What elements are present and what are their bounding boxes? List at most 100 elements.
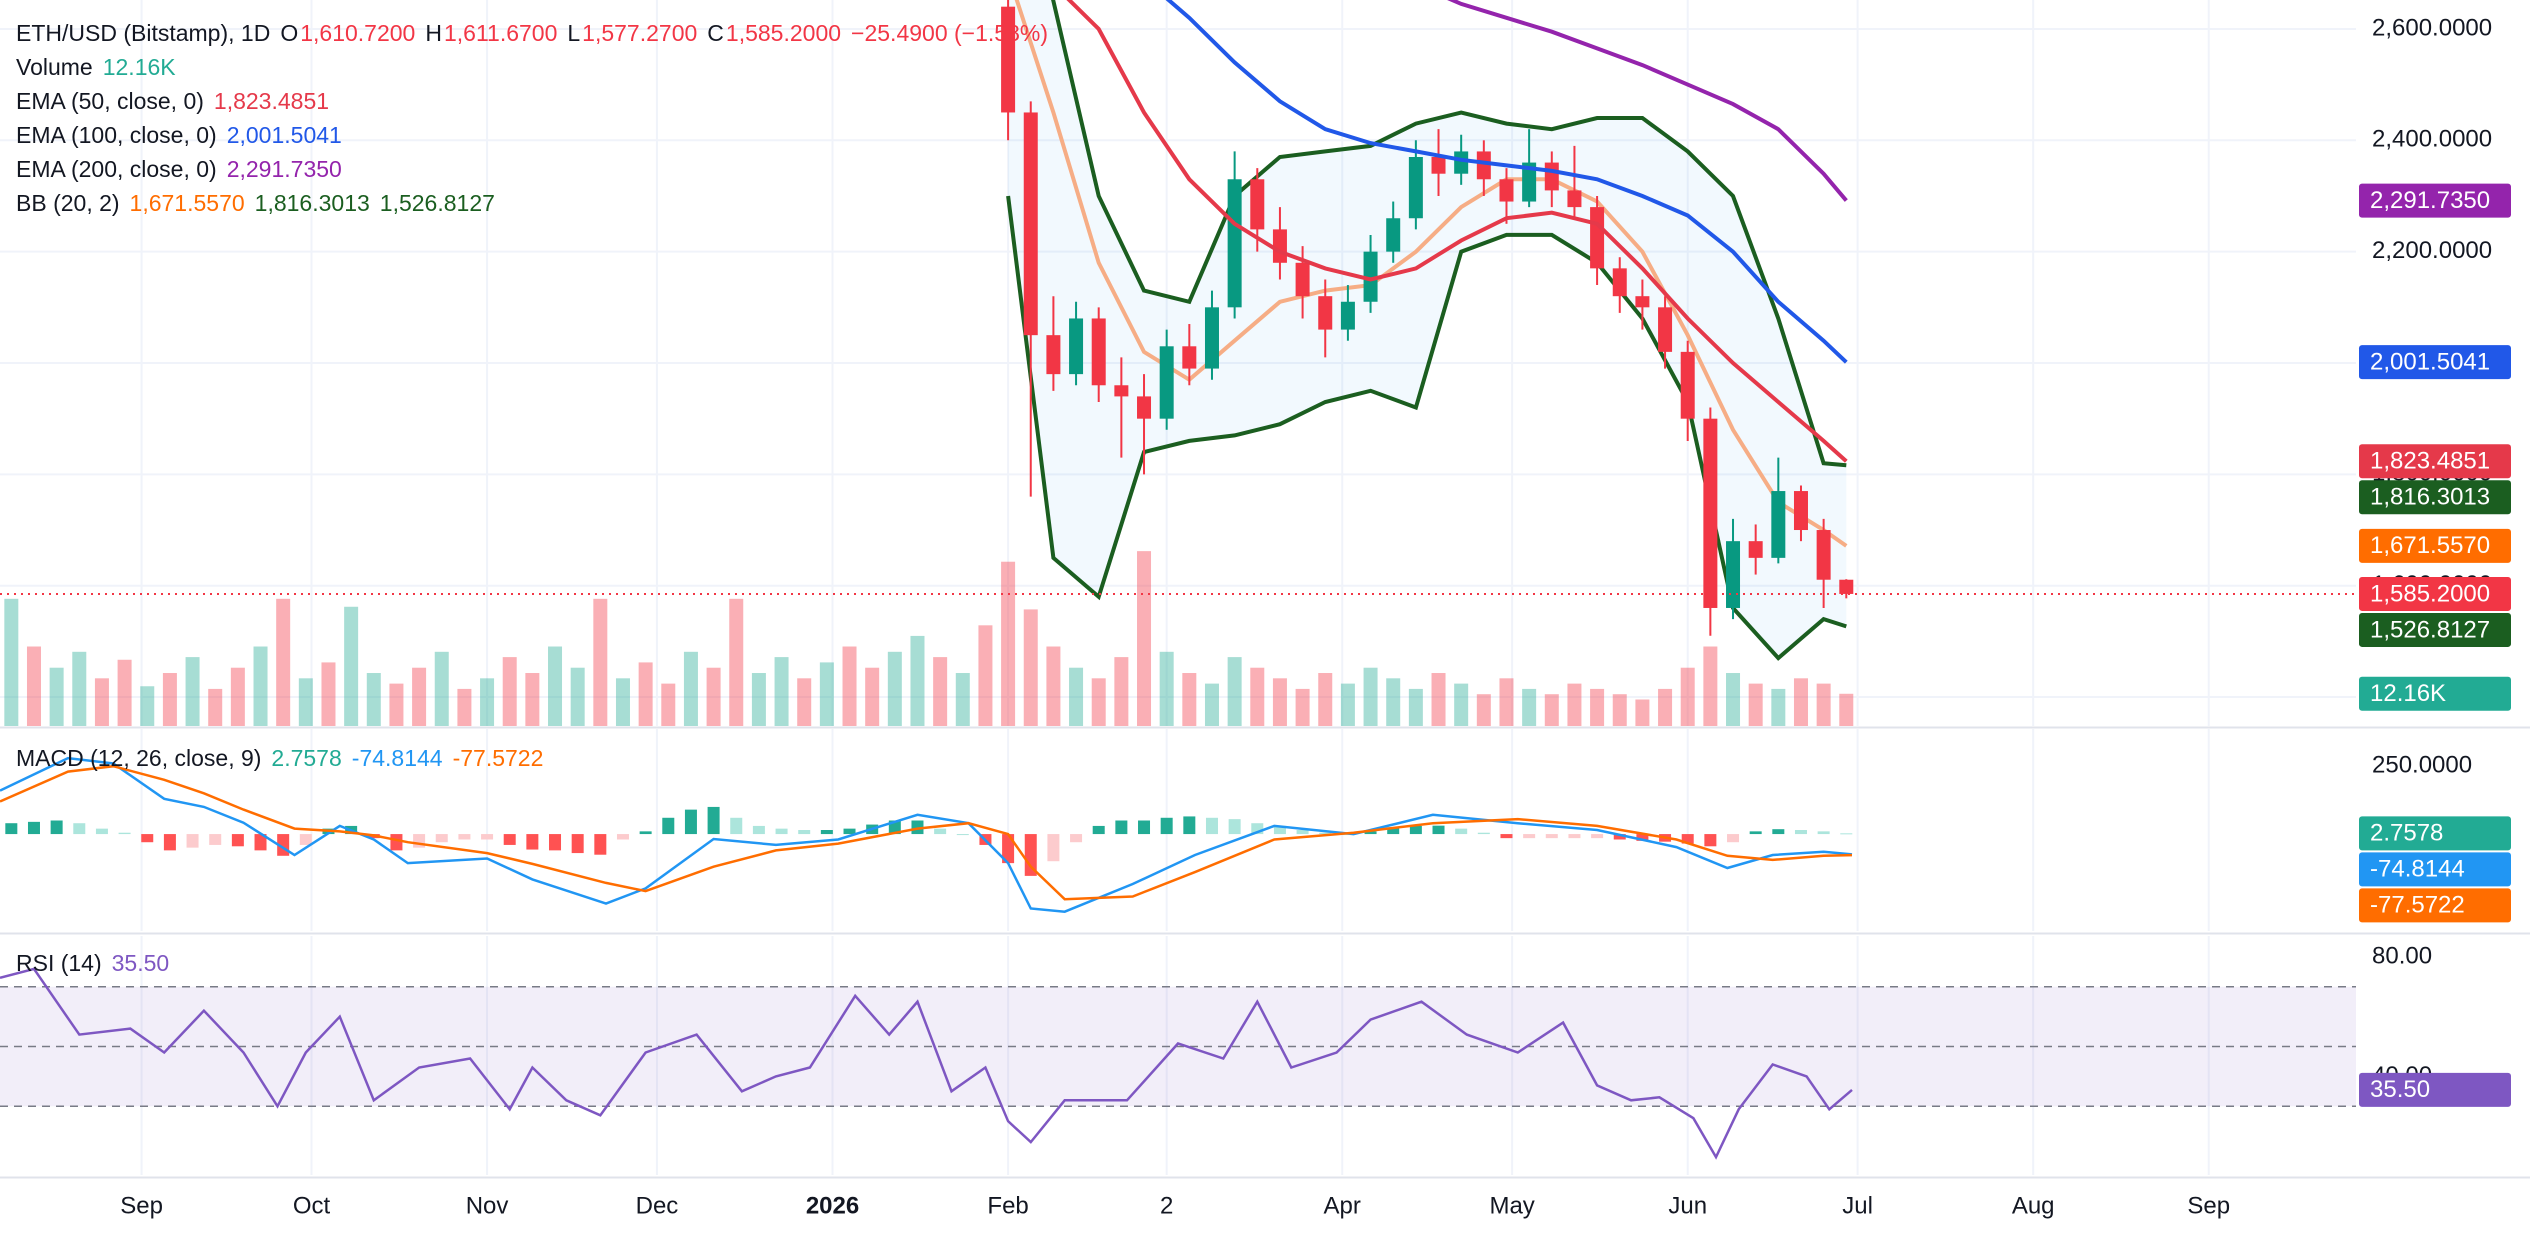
price-badge: 2,001.5041 [2359, 345, 2511, 380]
price-badge: 2.7578 [2359, 816, 2511, 851]
legend-value: 1,823.4851 [213, 88, 330, 114]
legend-row: BB (20, 2) 1,671.5570 1,816.3013 1,526.8127 [16, 186, 1058, 220]
volume-bar [253, 646, 268, 726]
volume-bar [457, 688, 472, 726]
volume-bar [1590, 688, 1605, 726]
candle-body [1793, 491, 1808, 531]
candle-body [1340, 301, 1355, 330]
macd-hist [526, 834, 539, 850]
macd-line [0, 764, 1853, 901]
candle-body [1748, 541, 1763, 558]
ohlc-key: L [567, 20, 581, 46]
ohlc-value: 1,577.2700 [582, 20, 698, 46]
volume-bar [774, 657, 789, 726]
volume-bar [615, 678, 630, 726]
legend-row: Volume 12.16K [16, 50, 1058, 84]
volume-bar [1114, 657, 1129, 726]
macd-legend: MACD (12, 26, close, 9) 2.7578 -74.8144 -77… [16, 741, 553, 775]
rsi-legend: RSI (14) 35.50 [16, 946, 179, 980]
candle-body [1658, 307, 1673, 352]
macd-hist [1455, 828, 1468, 835]
price-badge: 1,823.4851 [2359, 444, 2511, 479]
badge-bg [2359, 888, 2511, 923]
volume-bar [661, 683, 676, 726]
x-tick-label: Sep [2187, 1192, 2230, 1219]
volume-bar [887, 651, 902, 726]
volume-bar [26, 646, 41, 726]
volume-bar [842, 646, 857, 726]
volume-bar [570, 667, 585, 726]
macd-hist [1115, 820, 1128, 835]
macd-hist [1183, 816, 1196, 835]
macd-hist [1794, 830, 1807, 835]
candle-body [1499, 179, 1514, 202]
volume-bar [480, 678, 495, 726]
volume-bar [1318, 673, 1333, 726]
badge-label: 1,671.5570 [2370, 532, 2490, 559]
badge-label: 1,823.4851 [2370, 448, 2490, 475]
volume-bar [910, 635, 925, 726]
legend-value: -74.8144 [351, 745, 443, 771]
macd-hist [1591, 834, 1604, 839]
candle-body [1272, 229, 1287, 263]
volume-bar [1567, 683, 1582, 726]
macd-hist [1727, 834, 1740, 843]
volume-bar [1091, 678, 1106, 726]
volume-bar [1363, 667, 1378, 726]
badge-label: 2,291.7350 [2370, 187, 2490, 214]
volume-bar [1023, 609, 1038, 726]
badge-label: 12.16K [2370, 680, 2446, 707]
macd-hist [752, 825, 765, 835]
macd-hist [1704, 834, 1717, 847]
candle-body [1204, 307, 1219, 369]
legend-value: -77.5722 [452, 745, 544, 771]
volume-bar [502, 657, 517, 726]
x-tick-label: Oct [293, 1192, 331, 1219]
candle-body [1046, 335, 1061, 375]
macd-hist [911, 820, 924, 835]
macd-hist [50, 820, 63, 835]
volume-bar [1522, 688, 1537, 726]
volume-bar [276, 598, 291, 726]
volume-bar [1295, 688, 1310, 726]
macd-hist [1523, 834, 1536, 839]
macd-hist [1840, 833, 1853, 835]
volume-bar [1340, 683, 1355, 726]
x-tick-label: 2026 [806, 1192, 859, 1219]
macd-hist [435, 834, 448, 843]
volume-bar [1544, 694, 1559, 726]
bb-lower [1006, 195, 1847, 661]
macd-hist [1251, 823, 1264, 835]
macd-hist [1070, 834, 1083, 843]
macd-hist [1364, 831, 1377, 835]
legend-value: 1,526.8127 [379, 190, 495, 216]
macd-hist [1477, 832, 1490, 835]
macd-hist [95, 828, 108, 835]
badge-label: -74.8144 [2370, 856, 2465, 883]
legend-name: EMA (100, close, 0) [16, 122, 217, 148]
volume-bar [1227, 657, 1242, 726]
macd-hist [549, 834, 562, 851]
macd-hist [1613, 834, 1626, 840]
volume-bar [321, 662, 336, 726]
macd-hist [1772, 829, 1785, 835]
candle-body [1001, 6, 1016, 113]
volume-bar [49, 667, 64, 726]
macd-hist [1817, 831, 1830, 835]
panel [0, 729, 2210, 931]
price-badge: 1,585.2000 [2359, 576, 2511, 611]
badge-label: 35.50 [2370, 1076, 2430, 1103]
macd-hist [390, 834, 403, 851]
volume-bar [162, 673, 177, 726]
legend-name: MACD (12, 26, close, 9) [16, 745, 262, 771]
bb-upper [1051, 0, 1847, 468]
macd-hist [254, 834, 267, 851]
candle-body [1431, 157, 1446, 174]
price-badge: 12.16K [2359, 676, 2511, 711]
price-badge: -77.5722 [2359, 888, 2511, 923]
volume-bar [94, 678, 109, 726]
y-tick-label: 250.0000 [2372, 752, 2472, 779]
volume-bar [933, 657, 948, 726]
